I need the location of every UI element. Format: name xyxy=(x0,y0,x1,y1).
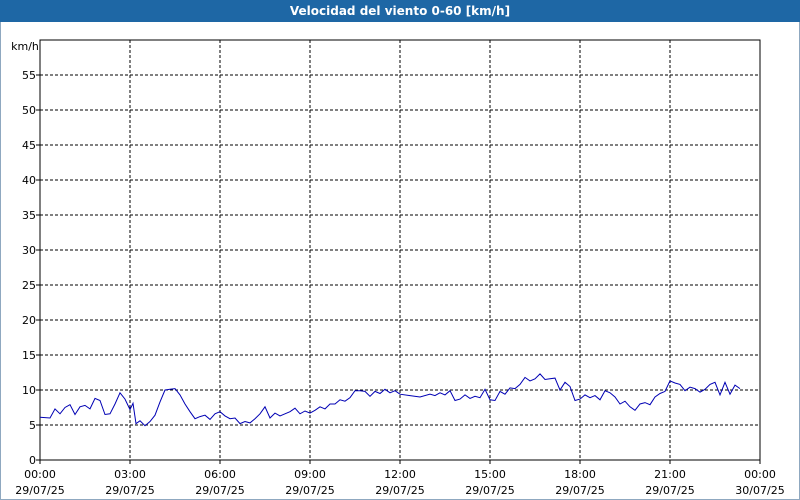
x-tick-date: 29/07/25 xyxy=(375,484,424,497)
x-tick-date: 29/07/25 xyxy=(465,484,514,497)
y-tick-label: 35 xyxy=(22,209,36,222)
y-tick-label: 5 xyxy=(29,419,36,432)
y-tick-label: 40 xyxy=(22,174,36,187)
x-tick-time: 00:00 xyxy=(24,468,56,481)
x-tick-date: 30/07/25 xyxy=(735,484,784,497)
y-tick-label: 25 xyxy=(22,279,36,292)
x-tick-time: 09:00 xyxy=(294,468,326,481)
x-tick-time: 12:00 xyxy=(384,468,416,481)
y-tick-label: 45 xyxy=(22,139,36,152)
y-tick-label: 0 xyxy=(29,454,36,467)
title-bar xyxy=(0,0,800,22)
x-tick-date: 29/07/25 xyxy=(555,484,604,497)
wind-speed-line xyxy=(39,373,741,427)
x-tick-time: 15:00 xyxy=(474,468,506,481)
y-tick-label: 15 xyxy=(22,349,36,362)
x-tick-date: 29/07/25 xyxy=(195,484,244,497)
x-tick-time: 18:00 xyxy=(564,468,596,481)
x-tick-date: 29/07/25 xyxy=(15,484,64,497)
x-tick-time: 06:00 xyxy=(204,468,236,481)
x-tick-date: 29/07/25 xyxy=(285,484,334,497)
x-tick-time: 00:00 xyxy=(744,468,776,481)
x-tick-time: 03:00 xyxy=(114,468,146,481)
y-tick-label: 20 xyxy=(22,314,36,327)
plot-area-border xyxy=(39,39,761,461)
x-tick-time: 21:00 xyxy=(654,468,686,481)
y-tick-label: 55 xyxy=(22,69,36,82)
x-tick-date: 29/07/25 xyxy=(105,484,154,497)
chart-title: Velocidad del viento 0-60 [km/h] xyxy=(289,4,511,18)
y-axis-unit: km/h xyxy=(11,40,39,53)
y-tick-label: 50 xyxy=(22,104,36,117)
y-tick-label: 30 xyxy=(22,244,36,257)
x-tick-date: 29/07/25 xyxy=(645,484,694,497)
y-tick-label: 10 xyxy=(22,384,36,397)
